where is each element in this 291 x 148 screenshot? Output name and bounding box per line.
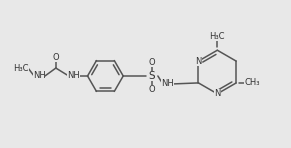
Text: O: O	[53, 53, 59, 62]
Text: NH: NH	[33, 71, 45, 81]
Text: NH: NH	[162, 79, 174, 88]
Text: CH₃: CH₃	[244, 78, 260, 87]
Text: O: O	[149, 58, 155, 67]
Text: NH: NH	[67, 71, 80, 81]
Text: O: O	[149, 85, 155, 94]
Text: S: S	[149, 71, 155, 81]
Text: H₃C: H₃C	[210, 32, 225, 41]
Text: N: N	[195, 57, 202, 66]
Text: H₃C: H₃C	[13, 63, 29, 73]
Text: N: N	[214, 89, 221, 98]
